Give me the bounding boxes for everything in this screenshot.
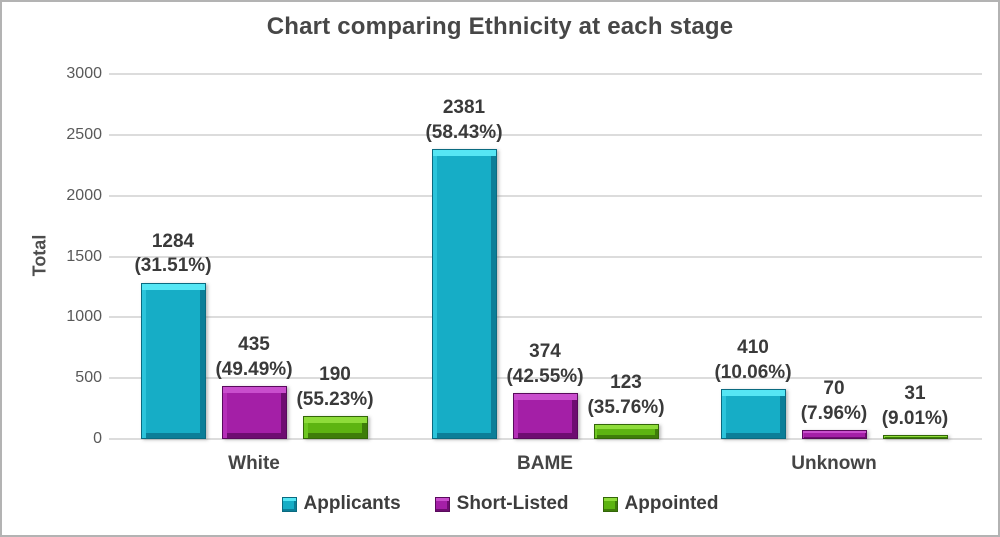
bar-label-applicants-unknown: 410 (10.06%) [678,336,828,385]
bar-label-appointed-white: 190 (55.23%) [260,363,410,412]
bar-percentage: (31.51%) [134,255,212,277]
bar-percentage: (55.23%) [296,388,374,410]
bar-applicants-unknown[interactable] [720,389,786,439]
chart-title: Chart comparing Ethnicity at each stage [266,13,734,40]
bar-label-applicants-white: 1284 (31.51%) [98,230,248,279]
bar-value: 2381 [442,97,486,119]
gridline-3000 [109,73,982,75]
legend-label-short-listed: Short-Listed [456,493,569,514]
bar-percentage: (42.55%) [506,366,584,388]
bar-label-short-listed-white: 435 (49.49%) [179,333,329,382]
bar-percentage: (7.96%) [800,403,868,425]
legend-item-short-listed[interactable]: Short-Listed [434,493,569,515]
bar-percentage: (10.06%) [714,361,792,383]
bar-label-applicants-bame: 2381 (58.43%) [389,96,539,145]
bar-short-listed-white[interactable] [221,386,287,439]
bar-label-appointed-bame: 123 (35.76%) [551,371,701,420]
legend-item-appointed[interactable]: Appointed [602,493,719,515]
bar-applicants-white[interactable] [140,282,206,439]
legend-swatch-short-listed [434,496,450,512]
bar-percentage: (58.43%) [425,121,503,143]
category-label-bame: BAME [517,453,573,474]
bar-appointed-unknown[interactable] [882,435,948,439]
bar-percentage: (49.49%) [215,358,293,380]
gridline-500 [109,377,982,380]
legend-label-appointed: Appointed [624,493,719,514]
gridline-2500 [109,133,982,136]
bar-appointed-white[interactable] [302,415,368,439]
bar-value: 1284 [151,230,195,252]
y-tick-1500: 1500 [66,247,102,265]
gridline-0 [109,438,982,440]
bar-value: 435 [238,334,270,356]
bar-value: 123 [610,372,642,394]
bar-percentage: (35.76%) [587,396,665,418]
bar-value: 374 [529,341,561,363]
bar-appointed-bame[interactable] [593,424,659,439]
bar-label-short-listed-bame: 374 (42.55%) [470,340,620,389]
legend-label-applicants: Applicants [303,493,401,514]
bar-short-listed-bame[interactable] [512,393,578,439]
bar-value: 70 [823,378,845,400]
y-tick-500: 500 [75,369,102,387]
bar-label-appointed-unknown: 31 (9.01%) [840,382,990,431]
y-tick-1000: 1000 [66,308,102,326]
bar-short-listed-unknown[interactable] [801,430,867,439]
gridline-2000 [109,194,982,197]
legend-swatch-appointed [602,496,618,512]
bar-applicants-bame[interactable] [431,149,497,439]
y-tick-0: 0 [93,430,102,447]
y-tick-2000: 2000 [66,186,102,204]
y-tick-2500: 2500 [66,125,102,143]
y-tick-3000: 3000 [66,65,102,82]
category-label-unknown: Unknown [791,453,877,474]
legend-item-applicants[interactable]: Applicants [281,493,401,515]
bar-value: 190 [319,363,351,385]
bar-value: 410 [737,337,769,359]
legend-swatch-applicants [281,496,297,512]
gridline-1000 [109,316,982,319]
legend: Applicants Short-Listed Appointed [2,493,998,515]
category-label-white: White [228,453,280,474]
bar-value: 31 [904,383,926,405]
bar-percentage: (9.01%) [881,407,949,429]
bar-label-short-listed-unknown: 70 (7.96%) [759,377,909,426]
gridline-1500 [109,255,982,258]
